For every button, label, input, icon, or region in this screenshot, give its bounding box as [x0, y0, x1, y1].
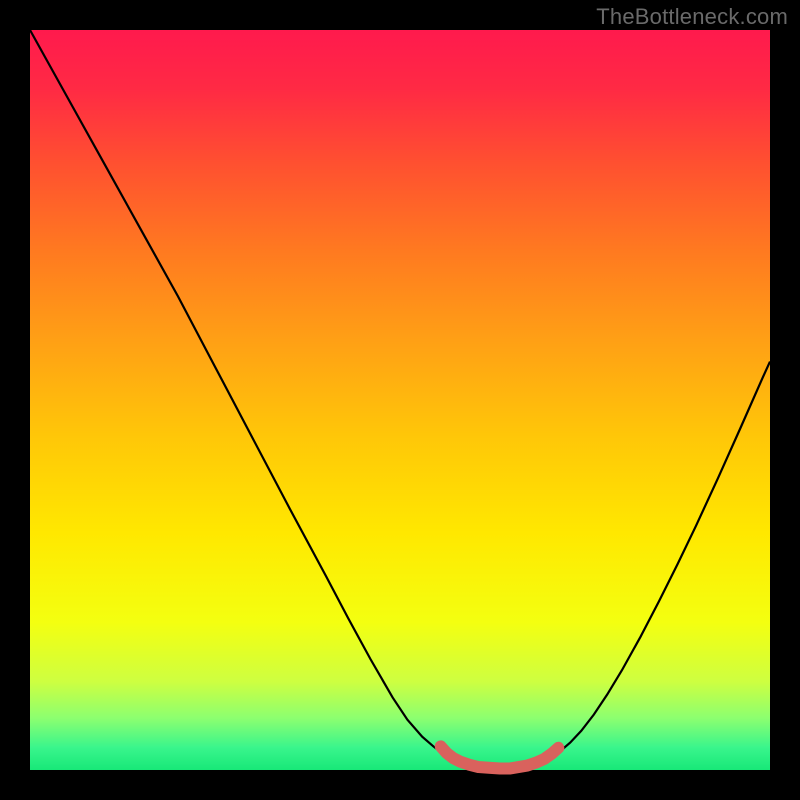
watermark-text: TheBottleneck.com	[596, 4, 788, 30]
bottleneck-chart: TheBottleneck.com	[0, 0, 800, 800]
plot-background	[30, 30, 770, 770]
chart-svg	[0, 0, 800, 800]
